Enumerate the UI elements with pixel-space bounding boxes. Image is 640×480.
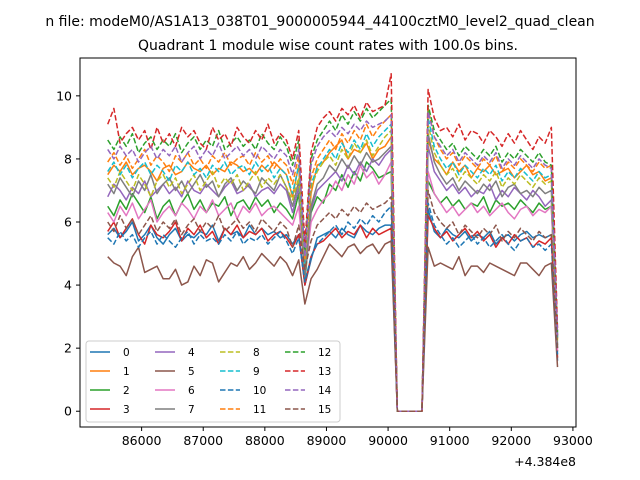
legend-label: 6	[188, 385, 195, 397]
x-tick-label: 91000	[430, 433, 470, 448]
legend-label: 12	[318, 347, 331, 359]
chart-figure: n file: modeM0/AS1A13_038T01_9000005944_…	[0, 0, 640, 480]
legend-label: 4	[188, 347, 195, 359]
x-tick-label: 92000	[491, 433, 531, 448]
y-tick-label: 4	[64, 278, 72, 293]
legend-label: 0	[123, 347, 130, 359]
y-tick-label: 6	[64, 215, 72, 230]
legend-label: 10	[253, 385, 266, 397]
figure-suptitle: n file: modeM0/AS1A13_038T01_9000005944_…	[45, 14, 594, 30]
x-tick-label: 93000	[553, 433, 593, 448]
legend-label: 13	[318, 366, 331, 378]
legend-label: 9	[253, 366, 260, 378]
x-offset-label: +4.384e8	[514, 454, 576, 469]
x-tick-label: 89000	[307, 433, 347, 448]
y-tick-label: 8	[64, 151, 72, 166]
legend-label: 2	[123, 385, 130, 397]
x-tick-label: 90000	[368, 433, 408, 448]
x-tick-label: 88000	[245, 433, 285, 448]
legend-label: 5	[188, 366, 195, 378]
legend-label: 1	[123, 366, 130, 378]
legend-label: 14	[318, 385, 332, 397]
y-tick-label: 10	[56, 88, 72, 103]
y-tick-label: 0	[64, 404, 72, 419]
legend-label: 15	[318, 404, 331, 416]
legend-label: 11	[253, 404, 266, 416]
chart-title: Quadrant 1 module wise count rates with …	[138, 38, 518, 54]
legend-label: 7	[188, 404, 195, 416]
x-tick-label: 86000	[122, 433, 162, 448]
legend-label: 8	[253, 347, 260, 359]
legend-label: 3	[123, 404, 130, 416]
x-tick-label: 87000	[183, 433, 223, 448]
y-tick-label: 2	[64, 341, 72, 356]
